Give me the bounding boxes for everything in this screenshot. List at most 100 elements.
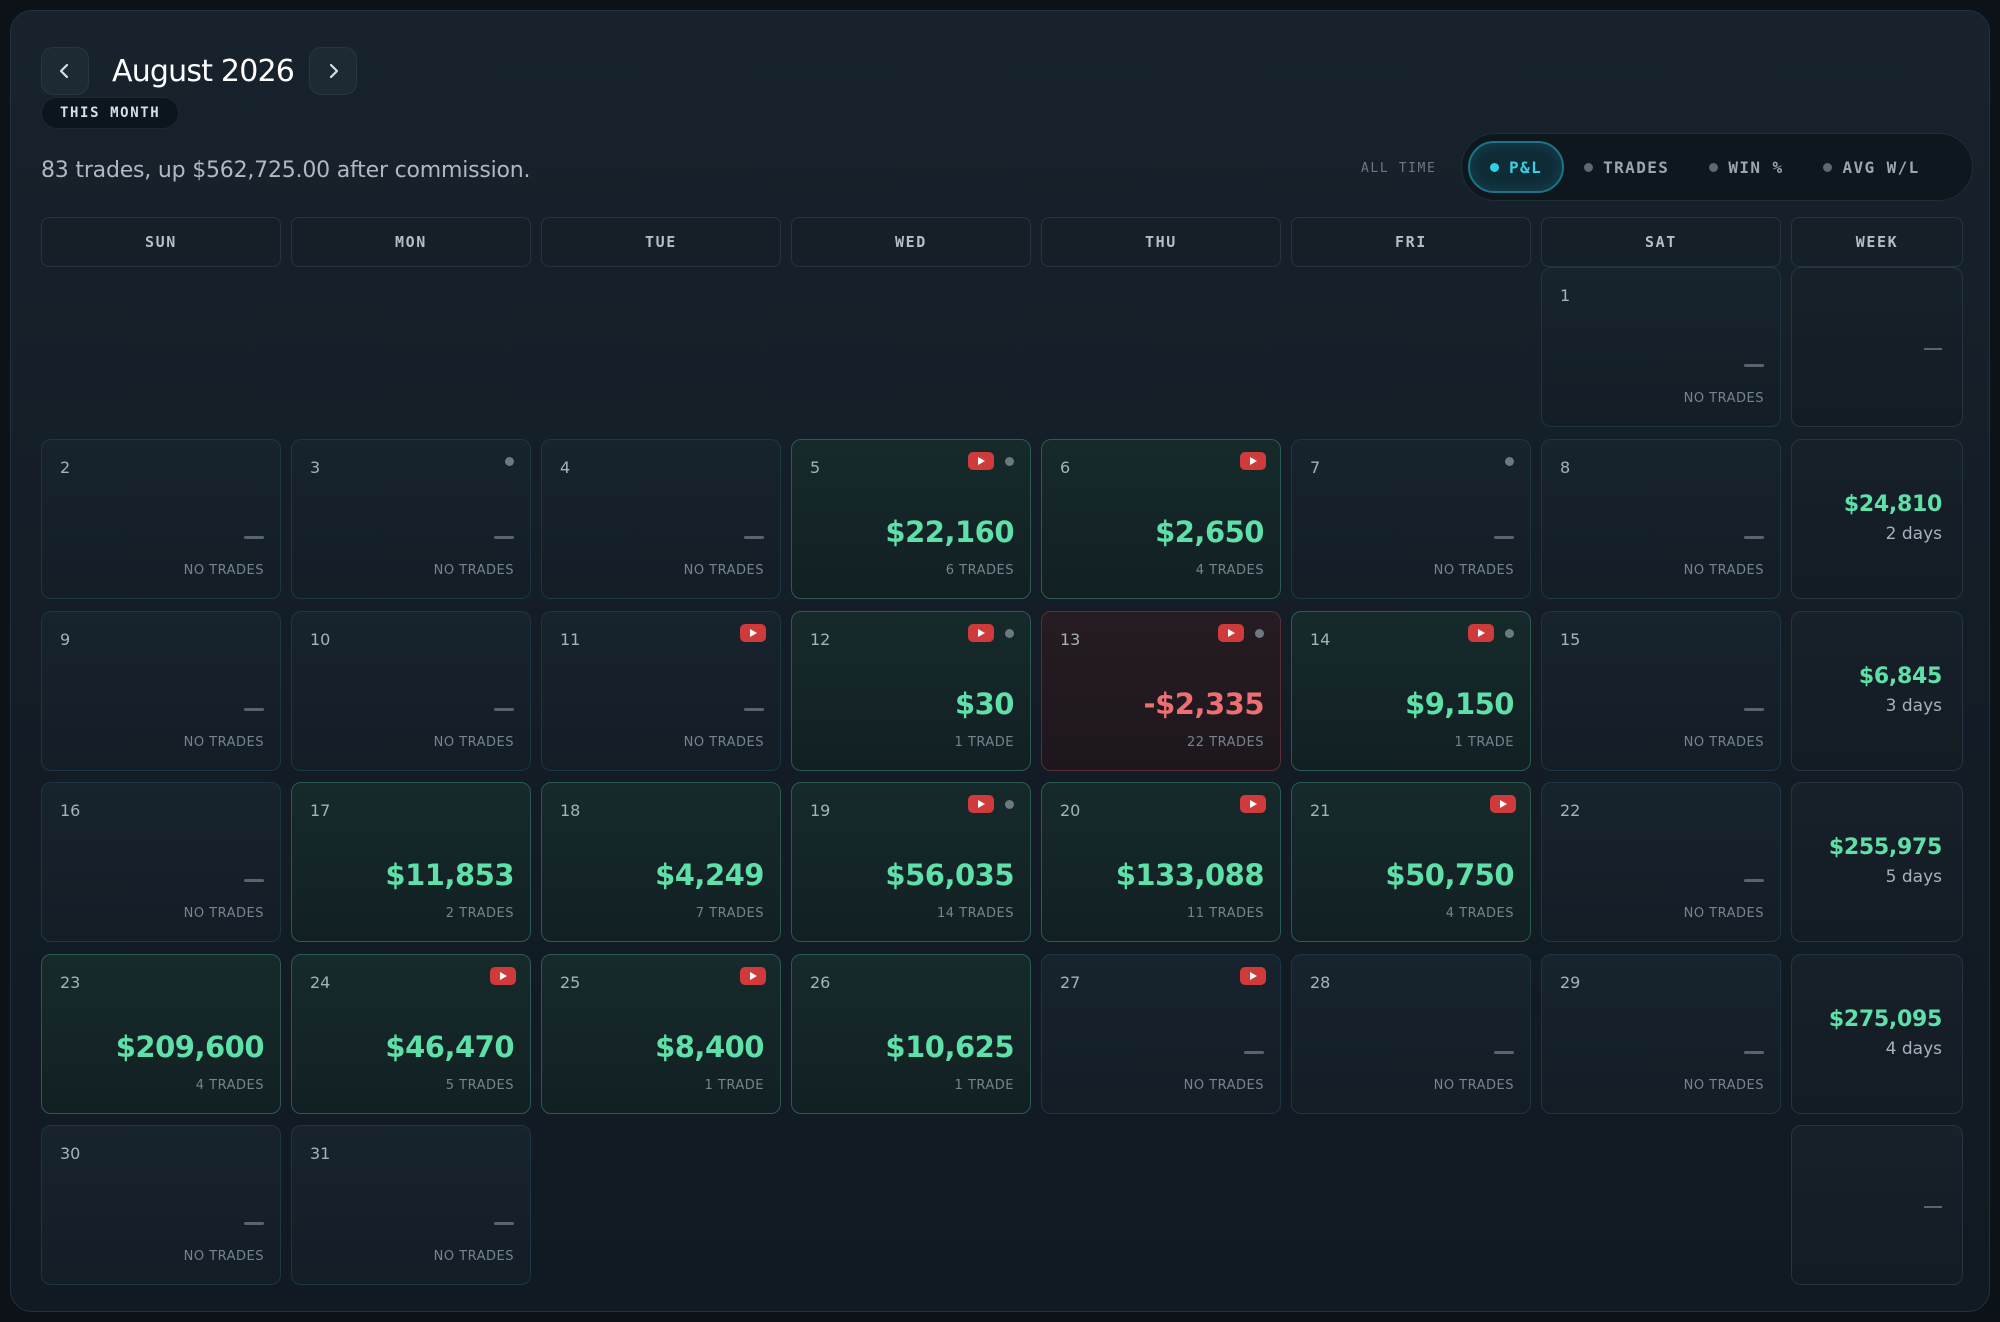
day-cell[interactable]: 20 $133,088 11 TRADES [1041,782,1281,942]
day-cell[interactable]: 8 NO TRADES [1541,439,1781,599]
empty-dash [744,708,764,711]
day-number: 26 [810,973,831,992]
metric-option-trades[interactable]: TRADES [1564,141,1689,193]
empty-dash [1744,879,1764,882]
day-cell[interactable]: 26 $10,625 1 TRADE [791,954,1031,1114]
metric-toggle: P&L TRADES WIN % AVG W/L [1461,133,1973,201]
day-trade-count: 1 TRADE [954,1078,1014,1093]
weekday-header-thu: THU [1041,217,1281,267]
day-cell[interactable]: 17 $11,853 2 TRADES [291,782,531,942]
day-cell[interactable]: 11 NO TRADES [541,611,781,771]
day-trade-count: 2 TRADES [445,906,514,921]
day-number: 4 [560,458,571,477]
day-cell[interactable]: 6 $2,650 4 TRADES [1041,439,1281,599]
day-number: 2 [60,458,71,477]
note-dot-icon [1005,457,1014,466]
day-cell[interactable]: 3 NO TRADES [291,439,531,599]
video-icon[interactable] [1468,624,1494,642]
day-cell[interactable]: 15 NO TRADES [1541,611,1781,771]
day-cell[interactable]: 9 NO TRADES [41,611,281,771]
video-icon[interactable] [968,795,994,813]
video-icon[interactable] [1240,452,1266,470]
metric-option-label: AVG W/L [1842,157,1920,177]
day-pnl-value: $46,470 [385,1030,514,1064]
day-cell[interactable]: 2 NO TRADES [41,439,281,599]
video-icon[interactable] [490,967,516,985]
day-cell[interactable]: 27 NO TRADES [1041,954,1281,1114]
day-cell[interactable]: 5 $22,160 6 TRADES [791,439,1031,599]
day-pnl-value: -$2,335 [1143,687,1265,721]
day-cell[interactable]: 16 NO TRADES [41,782,281,942]
video-icon[interactable] [1240,967,1266,985]
day-cell[interactable]: 14 $9,150 1 TRADE [1291,611,1531,771]
empty-dash [1744,536,1764,539]
day-trade-count: 6 TRADES [945,563,1014,578]
video-icon[interactable] [740,967,766,985]
empty-dash [1494,536,1514,539]
video-icon[interactable] [1218,624,1244,642]
day-trade-count: NO TRADES [1433,1078,1514,1093]
day-cell[interactable]: 18 $4,249 7 TRADES [541,782,781,942]
day-cell[interactable]: 25 $8,400 1 TRADE [541,954,781,1114]
week-summary-cell: $24,810 2 days [1791,439,1963,599]
day-number: 18 [560,801,581,820]
weekday-header-sat: SAT [1541,217,1781,267]
video-icon[interactable] [740,624,766,642]
week-pnl-value: $255,975 [1828,835,1942,860]
video-icon[interactable] [968,624,994,642]
weekday-header-wed: WED [791,217,1031,267]
day-cell[interactable]: 30 NO TRADES [41,1125,281,1285]
day-cell[interactable]: 23 $209,600 4 TRADES [41,954,281,1114]
day-cell[interactable]: 12 $30 1 TRADE [791,611,1031,771]
day-cell[interactable]: 7 NO TRADES [1291,439,1531,599]
empty-dash [1744,1051,1764,1054]
day-cell[interactable]: 31 NO TRADES [291,1125,531,1285]
day-number: 25 [560,973,581,992]
metric-option-label: WIN % [1728,157,1784,177]
day-cell[interactable]: 24 $46,470 5 TRADES [291,954,531,1114]
week-summary-cell: $255,975 5 days [1791,782,1963,942]
day-cell[interactable]: 28 NO TRADES [1291,954,1531,1114]
day-number: 9 [60,630,71,649]
day-number: 10 [310,630,331,649]
day-cell[interactable]: 19 $56,035 14 TRADES [791,782,1031,942]
metric-option-win-rate[interactable]: WIN % [1689,141,1803,193]
week-pnl-value: $6,845 [1858,664,1942,689]
video-icon[interactable] [1490,795,1516,813]
empty-dash [1744,364,1764,367]
day-trade-count: NO TRADES [183,1249,264,1264]
metric-option-pnl[interactable]: P&L [1468,141,1565,193]
day-trade-count: 11 TRADES [1187,906,1264,921]
next-month-button[interactable] [309,47,357,95]
day-cell[interactable]: 1 NO TRADES [1541,267,1781,427]
day-cell[interactable]: 29 NO TRADES [1541,954,1781,1114]
day-trade-count: NO TRADES [1683,391,1764,406]
day-cell[interactable]: 13 -$2,335 22 TRADES [1041,611,1281,771]
day-trade-count: 4 TRADES [195,1078,264,1093]
day-cell[interactable]: 21 $50,750 4 TRADES [1291,782,1531,942]
day-number: 22 [1560,801,1581,820]
day-pnl-value: $8,400 [655,1030,764,1064]
day-number: 21 [1310,801,1331,820]
video-icon[interactable] [968,452,994,470]
metric-option-avg-win-loss[interactable]: AVG W/L [1803,141,1939,193]
day-cell[interactable]: 4 NO TRADES [541,439,781,599]
day-number: 28 [1310,973,1331,992]
day-pnl-value: $9,150 [1405,687,1514,721]
status-dot-icon [1490,162,1499,172]
week-day-count: 4 days [1885,1039,1942,1059]
status-dot-icon [1823,162,1833,172]
empty-dash [494,708,514,711]
previous-month-button[interactable] [41,47,89,95]
day-number: 12 [810,630,831,649]
day-cell[interactable]: 10 NO TRADES [291,611,531,771]
day-trade-count: 1 TRADE [1454,735,1514,750]
day-cell[interactable]: 22 NO TRADES [1541,782,1781,942]
day-trade-count: 1 TRADE [954,735,1014,750]
day-number: 23 [60,973,81,992]
chevron-right-icon [329,63,339,79]
week-day-count: 2 days [1885,524,1942,544]
week-summary-cell [1791,1125,1963,1285]
week-day-count: 3 days [1885,696,1942,716]
video-icon[interactable] [1240,795,1266,813]
